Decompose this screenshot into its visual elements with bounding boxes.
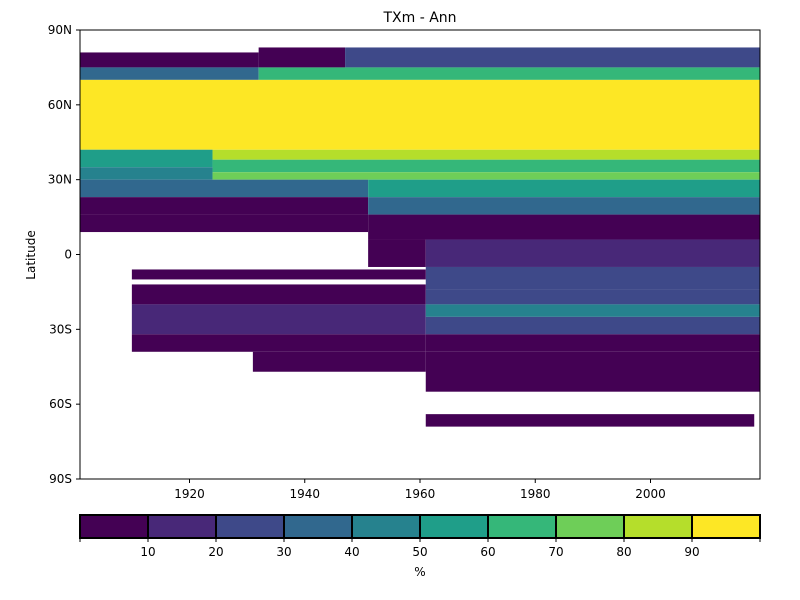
colorbar-swatch-1 <box>148 515 216 538</box>
colorbar-tick-label-10: 10 <box>140 545 155 559</box>
colorbar: 10 20 30 40 50 60 70 80 90 <box>79 514 761 559</box>
heatmap-cell-13 <box>80 197 369 215</box>
y-tick-label-30N: 30N <box>48 173 72 187</box>
colorbar-swatch-8 <box>624 515 692 538</box>
x-tick-label-1960: 1960 <box>405 487 436 501</box>
heatmap-cell-5 <box>80 79 760 150</box>
heatmap-cell-20 <box>131 269 426 280</box>
heatmap-cell-6 <box>80 149 213 168</box>
heatmap-cell-12 <box>368 179 760 198</box>
colorbar-tick-label-20: 20 <box>208 545 223 559</box>
heatmap-cell-19 <box>425 266 760 290</box>
y-axis-label: Latitude <box>24 230 38 279</box>
x-axis: 1920 1940 1960 1980 2000 <box>174 479 666 501</box>
colorbar-swatch-6 <box>488 515 556 538</box>
y-tick-label-90S: 90S <box>49 472 72 486</box>
y-axis: 90N 60N 30N 0 30S 60S 90S <box>48 23 80 486</box>
heatmap-cell-8 <box>212 159 761 173</box>
heatmap-cells <box>80 47 761 427</box>
heatmap-cell-16 <box>368 214 760 240</box>
colorbar-tick-label-90: 90 <box>684 545 699 559</box>
heatmap-cell-1 <box>258 47 346 68</box>
heatmap-cell-25 <box>425 304 760 317</box>
heatmap-cell-9 <box>80 167 213 180</box>
y-tick-label-30S: 30S <box>49 322 72 336</box>
heatmap-cell-27 <box>425 334 760 352</box>
heatmap-cell-21 <box>131 284 426 305</box>
heatmap-cell-0 <box>80 52 259 68</box>
heatmap-cell-18 <box>425 239 760 267</box>
colorbar-tick-label-50: 50 <box>412 545 427 559</box>
heatmap-cell-28 <box>252 351 426 372</box>
y-tick-label-90N: 90N <box>48 23 72 37</box>
colorbar-tick-label-70: 70 <box>548 545 563 559</box>
colorbar-swatch-7 <box>556 515 624 538</box>
colorbar-tick-label-40: 40 <box>344 545 359 559</box>
x-tick-label-1940: 1940 <box>289 487 320 501</box>
heatmap-cell-7 <box>212 149 761 160</box>
heatmap-cell-22 <box>131 304 426 335</box>
colorbar-swatch-3 <box>284 515 352 538</box>
heatmap-cell-10 <box>212 172 761 180</box>
chart-title: TXm - Ann <box>382 10 456 26</box>
colorbar-label: % <box>414 565 425 579</box>
heatmap-cell-11 <box>80 179 369 198</box>
colorbar-tick-label-80: 80 <box>616 545 631 559</box>
heatmap-cell-23 <box>131 334 426 352</box>
colorbar-swatch-0 <box>80 515 148 538</box>
colorbar-tick-label-60: 60 <box>480 545 495 559</box>
y-tick-label-0: 0 <box>64 248 72 262</box>
heatmap-cell-14 <box>368 197 760 215</box>
x-tick-label-1980: 1980 <box>520 487 551 501</box>
heatmap-cell-24 <box>425 289 760 305</box>
heatmap-cell-17 <box>368 239 426 267</box>
colorbar-swatch-4 <box>352 515 420 538</box>
heatmap-cell-4 <box>258 67 760 80</box>
heatmap-cell-26 <box>425 316 760 335</box>
heatmap-cell-3 <box>80 67 259 80</box>
y-tick-label-60S: 60S <box>49 397 72 411</box>
x-tick-label-1920: 1920 <box>174 487 205 501</box>
heatmap-cell-2 <box>345 47 760 68</box>
colorbar-swatch-9 <box>692 515 760 538</box>
colorbar-tick-label-30: 30 <box>276 545 291 559</box>
heatmap-cell-29 <box>425 351 760 392</box>
y-tick-label-60N: 60N <box>48 98 72 112</box>
heatmap-cell-15 <box>80 214 369 233</box>
colorbar-swatch-5 <box>420 515 488 538</box>
colorbar-swatch-2 <box>216 515 284 538</box>
heatmap-cell-30 <box>425 414 755 427</box>
x-tick-label-2000: 2000 <box>635 487 666 501</box>
